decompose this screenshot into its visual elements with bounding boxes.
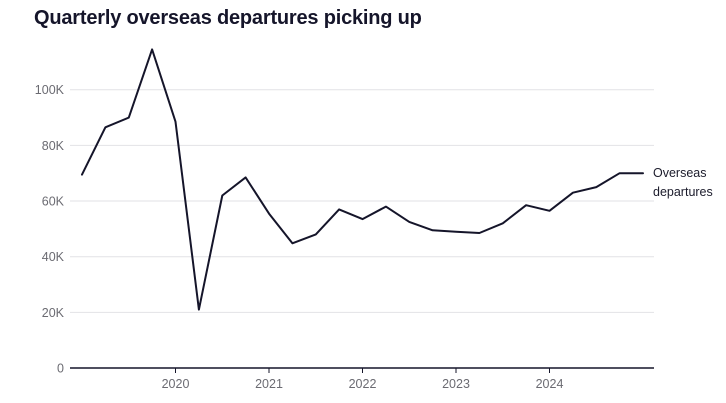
x-tick-label: 2020 [162,377,190,391]
series-end-label-line: Overseas [653,166,707,180]
y-tick-label: 40K [42,250,65,264]
y-tick-label: 100K [35,83,65,97]
x-tick-label: 2023 [442,377,470,391]
x-tick-label: 2024 [536,377,564,391]
y-tick-label: 20K [42,306,65,320]
series-labels: Overseas departures [653,166,713,199]
y-tick-label: 0 [57,362,64,376]
y-tick-label: 80K [42,139,65,153]
series-line [81,48,644,311]
axes [70,367,654,373]
x-tick-label: 2022 [349,377,377,391]
tick-labels: 0 20K 40K 60K 80K 100K 2020 2021 2022 2023 2024 [35,83,564,391]
series-lines [81,48,644,311]
gridlines [70,89,654,313]
series-end-label: Overseas departures [653,166,713,199]
y-tick-label: 60K [42,195,65,209]
x-tick-label: 2021 [255,377,283,391]
series-end-label-line: departures [653,185,713,199]
chart-title: Quarterly overseas departures picking up [34,7,422,29]
